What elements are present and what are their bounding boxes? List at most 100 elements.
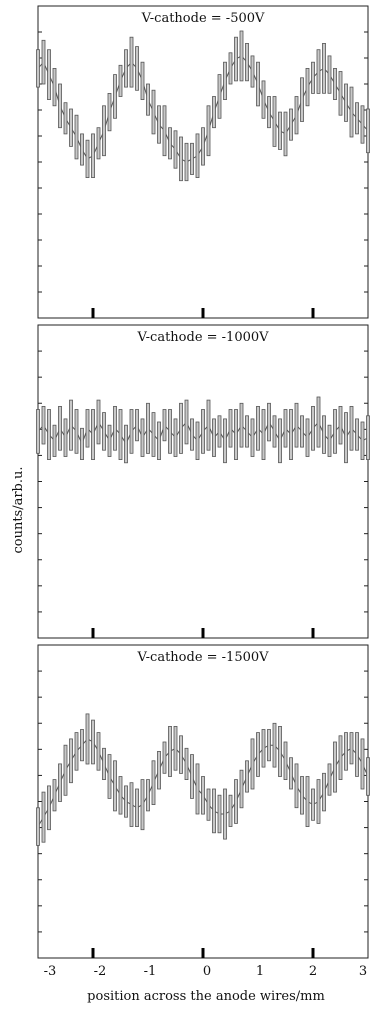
data-bar [360, 105, 365, 144]
data-bar [184, 399, 189, 445]
data-bar [96, 127, 101, 160]
data-bar [135, 46, 139, 91]
data-bar [311, 405, 315, 451]
data-bar [272, 96, 277, 147]
data-bar [107, 754, 112, 799]
data-bar [69, 399, 73, 451]
data-bar [129, 409, 134, 454]
data-bar [107, 93, 112, 132]
chart-title: V-cathode = -500V [141, 11, 265, 26]
x-tick-label: 3 [359, 964, 367, 979]
data-bar [36, 807, 40, 846]
data-bar [129, 782, 134, 827]
data-bar [195, 421, 200, 460]
data-bar [157, 421, 161, 460]
data-bar [74, 114, 79, 160]
data-bar [107, 424, 112, 457]
data-bar [91, 409, 95, 460]
data-bar [179, 735, 183, 774]
data-bar [278, 418, 282, 464]
data-bar [311, 788, 315, 821]
data-bar [294, 763, 299, 809]
data-bar [289, 108, 293, 141]
data-bar [135, 788, 139, 827]
data-bar [113, 405, 117, 451]
data-bar [272, 415, 277, 448]
data-bar [212, 96, 216, 129]
data-bar [52, 68, 57, 107]
data-bar [118, 64, 123, 97]
data-bar [366, 108, 370, 154]
data-bar [333, 409, 337, 454]
data-bar [63, 744, 68, 796]
data-bar [206, 105, 211, 157]
data-bar [162, 741, 167, 774]
data-bar [80, 729, 84, 762]
data-bar [190, 418, 194, 451]
data-bar [47, 785, 51, 831]
chart-panel: V-cathode = -1500V [36, 644, 370, 959]
data-bar [234, 779, 238, 824]
y-axis-label: counts/arb.u. [11, 466, 26, 553]
data-bar [195, 133, 200, 178]
data-bar [250, 738, 255, 790]
data-bar [168, 127, 172, 160]
data-bar [102, 105, 106, 157]
data-bar [300, 77, 304, 122]
data-bar [129, 36, 134, 88]
data-bar [58, 83, 62, 129]
data-bar [223, 61, 227, 101]
data-bar [228, 409, 233, 448]
data-bar [140, 61, 145, 101]
data-bar [217, 74, 222, 119]
data-bar [118, 409, 123, 460]
data-bar [63, 102, 68, 135]
data-bar [294, 96, 299, 135]
data-bar [168, 726, 172, 777]
data-bar [85, 409, 90, 448]
data-bar [267, 96, 271, 129]
data-bar [151, 412, 156, 457]
data-bar [223, 418, 227, 464]
data-bar [157, 751, 161, 790]
data-bar [261, 409, 266, 460]
plot-frame [37, 324, 369, 639]
data-bar [206, 788, 211, 821]
data-bar [322, 43, 326, 94]
x-tick-label: -3 [44, 964, 57, 979]
data-bar [344, 412, 348, 464]
data-bar [102, 412, 106, 451]
data-bar [316, 49, 321, 94]
x-tick-label: 2 [309, 964, 317, 979]
data-bar [58, 405, 62, 451]
data-bar [283, 741, 288, 780]
data-bar [250, 55, 255, 88]
data-bar [146, 402, 150, 454]
data-bar [91, 133, 95, 178]
data-bar [113, 74, 117, 119]
data-bar [289, 409, 293, 460]
data-bar [267, 402, 271, 442]
data-bar [41, 791, 46, 843]
data-bar [190, 754, 194, 799]
data-bar [47, 49, 51, 101]
data-bar [344, 732, 348, 771]
data-bar [184, 142, 189, 182]
data-bar [316, 779, 321, 824]
x-tick-label: -1 [144, 964, 157, 979]
data-bar [250, 418, 255, 457]
data-bar [173, 418, 178, 457]
x-tick-label: -2 [94, 964, 107, 979]
data-bar [190, 142, 194, 175]
x-axis-label: position across the anode wires/mm [87, 989, 325, 1004]
data-bar [261, 80, 266, 119]
data-bar [201, 776, 205, 815]
x-tick-label: 0 [203, 964, 211, 979]
data-bar [355, 102, 359, 135]
data-bar [135, 409, 139, 442]
data-bar [245, 415, 249, 448]
data-bar [316, 396, 321, 448]
data-bar [305, 776, 310, 827]
data-bar [212, 788, 216, 834]
data-bar [239, 769, 244, 809]
